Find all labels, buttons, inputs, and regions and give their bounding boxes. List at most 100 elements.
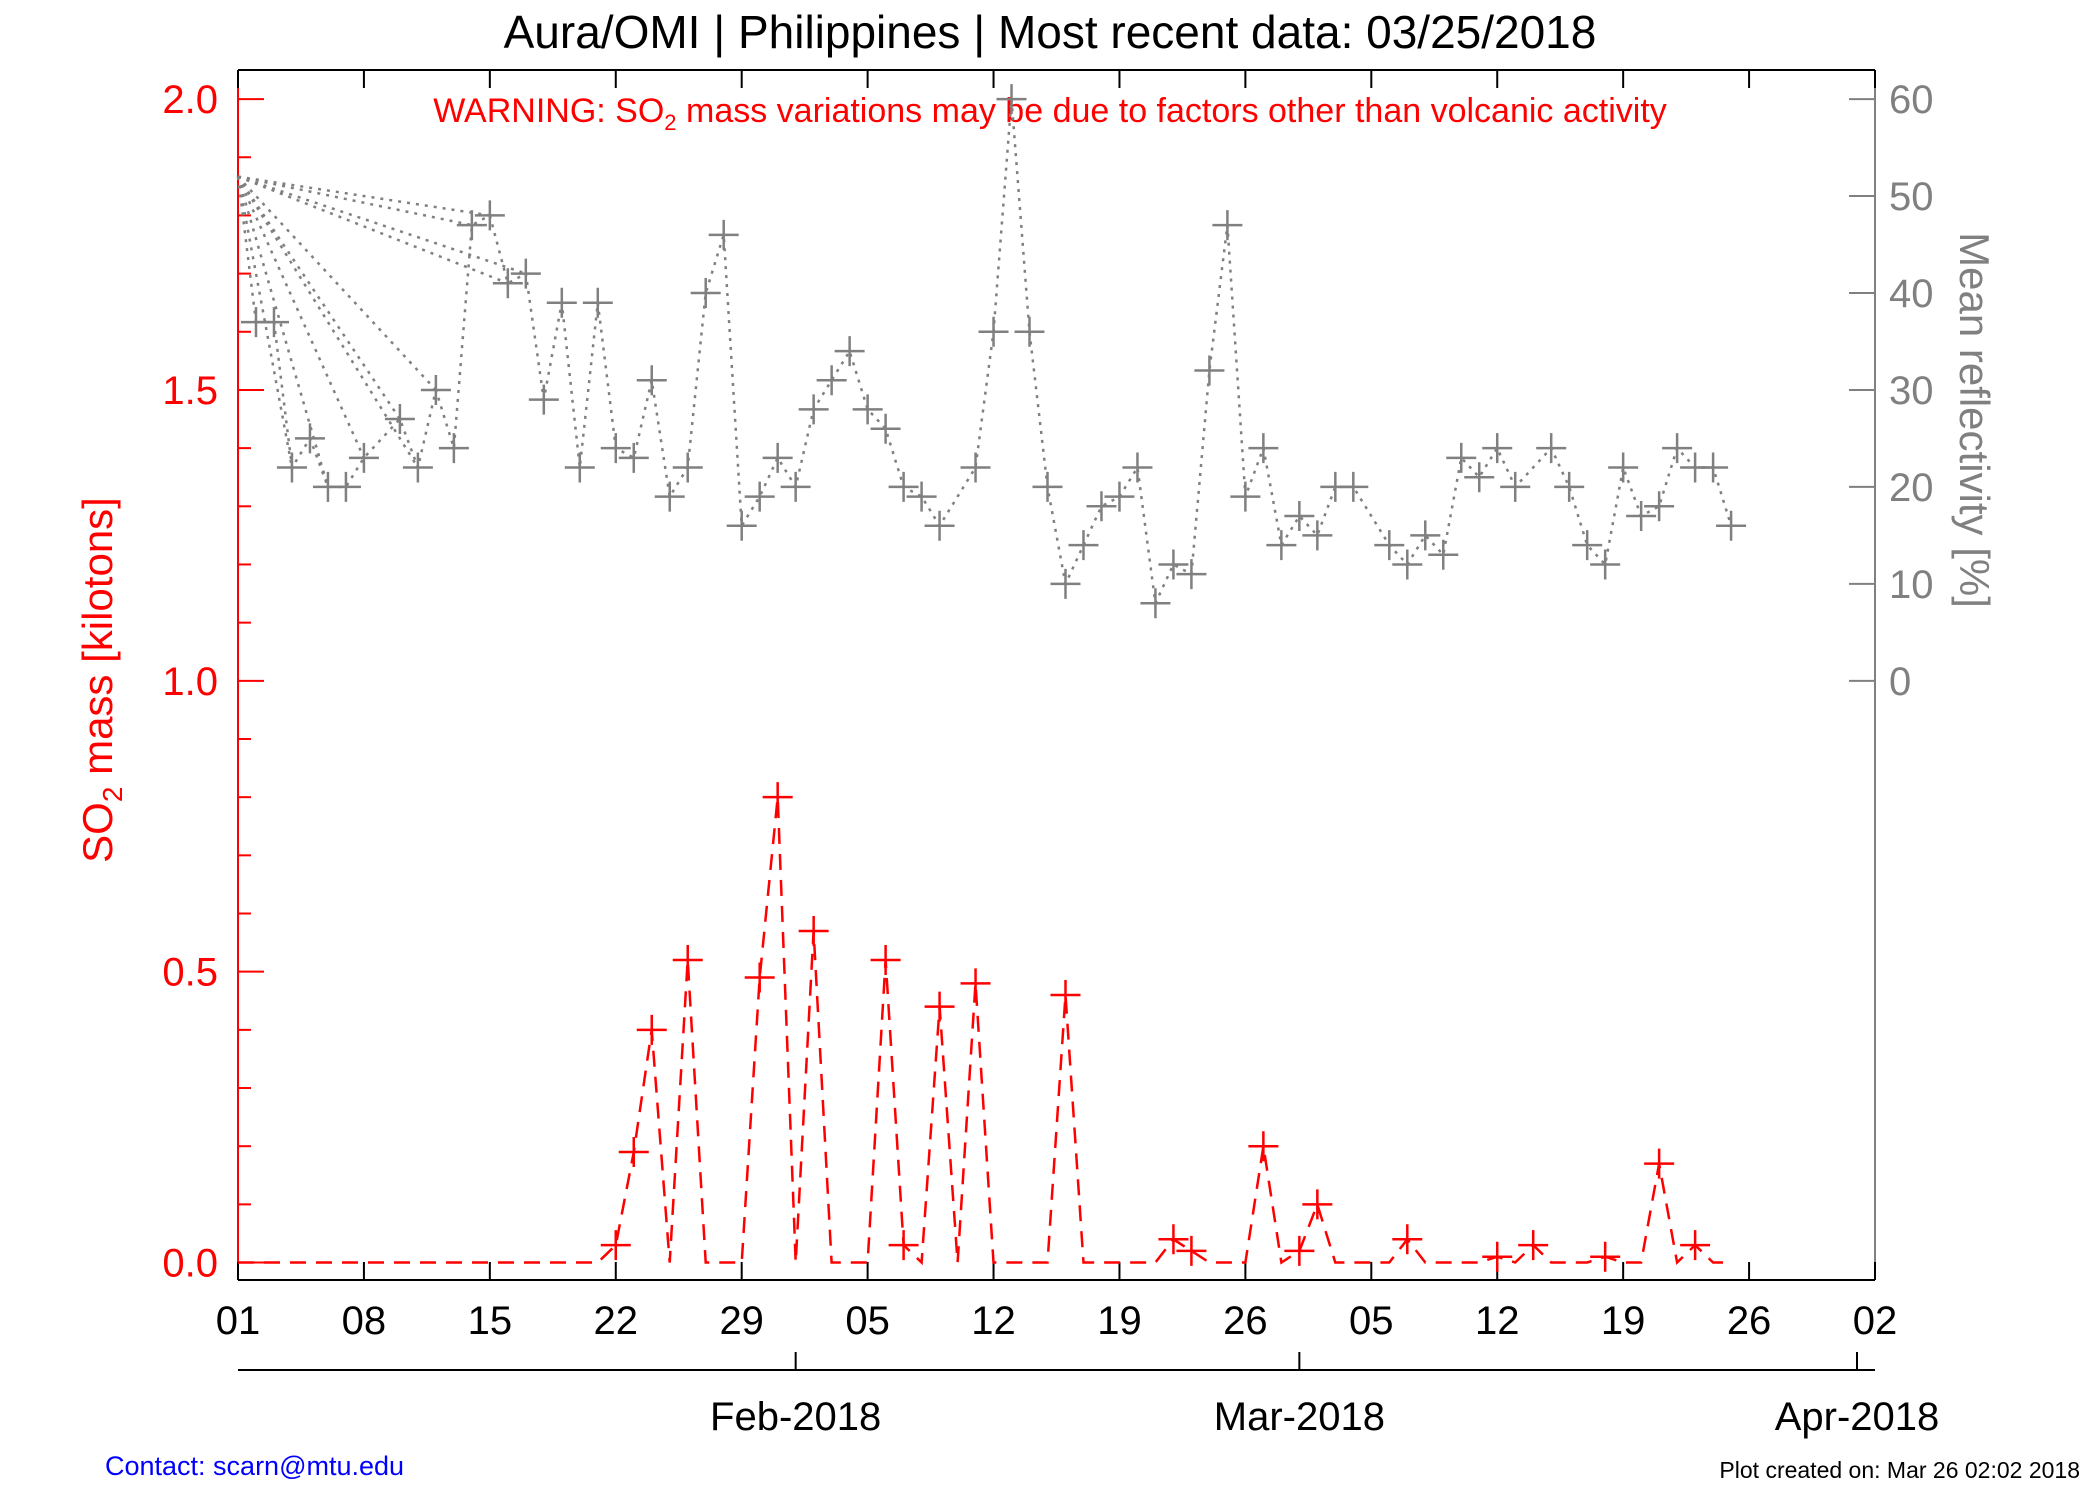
- warning-subscript: 2: [664, 110, 676, 135]
- reflectivity-connector: [237, 175, 437, 391]
- x-tick-label: 05: [845, 1299, 890, 1343]
- reflectivity-point: [1284, 500, 1315, 531]
- y-left-label-subscript: 2: [97, 787, 128, 803]
- so2-point: [744, 962, 775, 993]
- reflectivity-point: [888, 471, 919, 502]
- reflectivity-point: [744, 481, 775, 512]
- so2-point: [1050, 979, 1081, 1010]
- so2-point: [1392, 1224, 1423, 1255]
- contact-text: Contact: scarn@mtu.edu: [105, 1451, 404, 1481]
- so2-point: [672, 945, 703, 976]
- so2-point: [960, 968, 991, 999]
- so2-point: [1302, 1189, 1333, 1220]
- reflectivity-point: [1338, 471, 1369, 502]
- x-tick-label: 19: [1601, 1299, 1646, 1343]
- warning-suffix: mass variations may be due to factors ot…: [677, 92, 1667, 130]
- reflectivity-point: [1266, 530, 1297, 561]
- y-right-tick-label: 10: [1889, 563, 1934, 607]
- so2-point: [1590, 1241, 1621, 1272]
- reflectivity-point: [690, 277, 721, 308]
- reflectivity-point: [1302, 520, 1333, 551]
- so2-line: [238, 797, 1732, 1266]
- reflectivity-point: [1716, 510, 1747, 541]
- reflectivity-point: [1608, 452, 1639, 483]
- reflectivity-point: [1590, 549, 1621, 580]
- reflectivity-point: [582, 287, 613, 318]
- reflectivity-connector: [236, 176, 258, 323]
- y-right-tick-label: 0: [1889, 660, 1911, 704]
- reflectivity-point: [438, 433, 469, 464]
- reflectivity-point: [1662, 433, 1693, 464]
- reflectivity-point: [1230, 481, 1261, 512]
- so2-point: [1248, 1131, 1279, 1162]
- so2-point: [636, 1014, 667, 1045]
- so2-point: [1518, 1230, 1549, 1261]
- so2-point: [618, 1137, 649, 1168]
- x-tick-label: 29: [719, 1299, 764, 1343]
- reflectivity-point: [1392, 549, 1423, 580]
- y-right-tick-label: 30: [1889, 369, 1934, 413]
- reflectivity-point: [1698, 452, 1729, 483]
- month-label: Feb-2018: [710, 1395, 881, 1439]
- x-tick-label: 08: [342, 1299, 387, 1343]
- reflectivity-point: [510, 258, 541, 289]
- reflectivity-point: [1482, 433, 1513, 464]
- reflectivity-point: [924, 510, 955, 541]
- reflectivity-point: [1194, 355, 1225, 386]
- reflectivity-point: [618, 442, 649, 473]
- x-tick-label: 26: [1223, 1299, 1268, 1343]
- reflectivity-point: [996, 84, 1027, 115]
- reflectivity-point: [852, 394, 883, 425]
- x-tick-label: 02: [1853, 1299, 1898, 1343]
- so2-point: [1644, 1148, 1675, 1179]
- x-tick-label: 12: [1475, 1299, 1520, 1343]
- reflectivity-point: [1176, 559, 1207, 590]
- reflectivity-point: [564, 452, 595, 483]
- reflectivity-point: [1446, 442, 1477, 473]
- reflectivity-point: [528, 384, 559, 415]
- reflectivity-point: [636, 365, 667, 396]
- y-right-tick-label: 40: [1889, 272, 1934, 316]
- so2-point: [1158, 1224, 1189, 1255]
- reflectivity-point: [870, 413, 901, 444]
- month-label: Mar-2018: [1214, 1395, 1385, 1439]
- reflectivity-line: [256, 99, 1733, 608]
- y-left-tick-label: 2.0: [162, 78, 218, 122]
- x-tick-label: 22: [594, 1299, 639, 1343]
- reflectivity-point: [798, 394, 829, 425]
- y-left-tick-label: 0.0: [162, 1242, 218, 1286]
- reflectivity-point: [1374, 530, 1405, 561]
- reflectivity-point: [1158, 549, 1189, 580]
- reflectivity-point: [1536, 433, 1567, 464]
- y-left-tick-label: 1.0: [162, 660, 218, 704]
- plot-area: 0.0 0.5 1.0 1.5 2.0 0 10 20 30 40 50 60 01 08 15 22 29 05…: [162, 69, 1939, 1439]
- y-right-tick-label: 50: [1889, 175, 1934, 219]
- so2-point: [762, 782, 793, 813]
- reflectivity-point: [1050, 568, 1081, 599]
- reflectivity-point: [1068, 530, 1099, 561]
- reflectivity-point: [1500, 471, 1531, 502]
- y-left-tick-label: 0.5: [162, 951, 218, 995]
- reflectivity-connector: [236, 175, 419, 469]
- reflectivity-point: [474, 200, 505, 231]
- so2-point: [1176, 1235, 1207, 1266]
- reflectivity-point: [456, 210, 487, 241]
- reflectivity-point: [708, 219, 739, 250]
- reflectivity-point: [294, 423, 325, 454]
- reflectivity-point: [672, 452, 703, 483]
- reflectivity-point: [384, 404, 415, 435]
- so2-point: [600, 1230, 631, 1261]
- reflectivity-point: [762, 442, 793, 473]
- warning-text: WARNING: SO2 mass variations may be due …: [433, 92, 1667, 135]
- x-tick-label: 26: [1727, 1299, 1772, 1343]
- reflectivity-point: [1554, 471, 1585, 502]
- reflectivity-point: [1572, 530, 1603, 561]
- x-tick-label: 01: [216, 1299, 261, 1343]
- y-left-label-suffix: mass [kilotons]: [74, 497, 121, 786]
- reflectivity-point: [654, 481, 685, 512]
- reflectivity-connector: [236, 176, 366, 459]
- y-right-tick-label: 60: [1889, 78, 1934, 122]
- reflectivity-point: [258, 307, 289, 338]
- reflectivity-point: [420, 374, 451, 405]
- x-tick-label: 12: [971, 1299, 1016, 1343]
